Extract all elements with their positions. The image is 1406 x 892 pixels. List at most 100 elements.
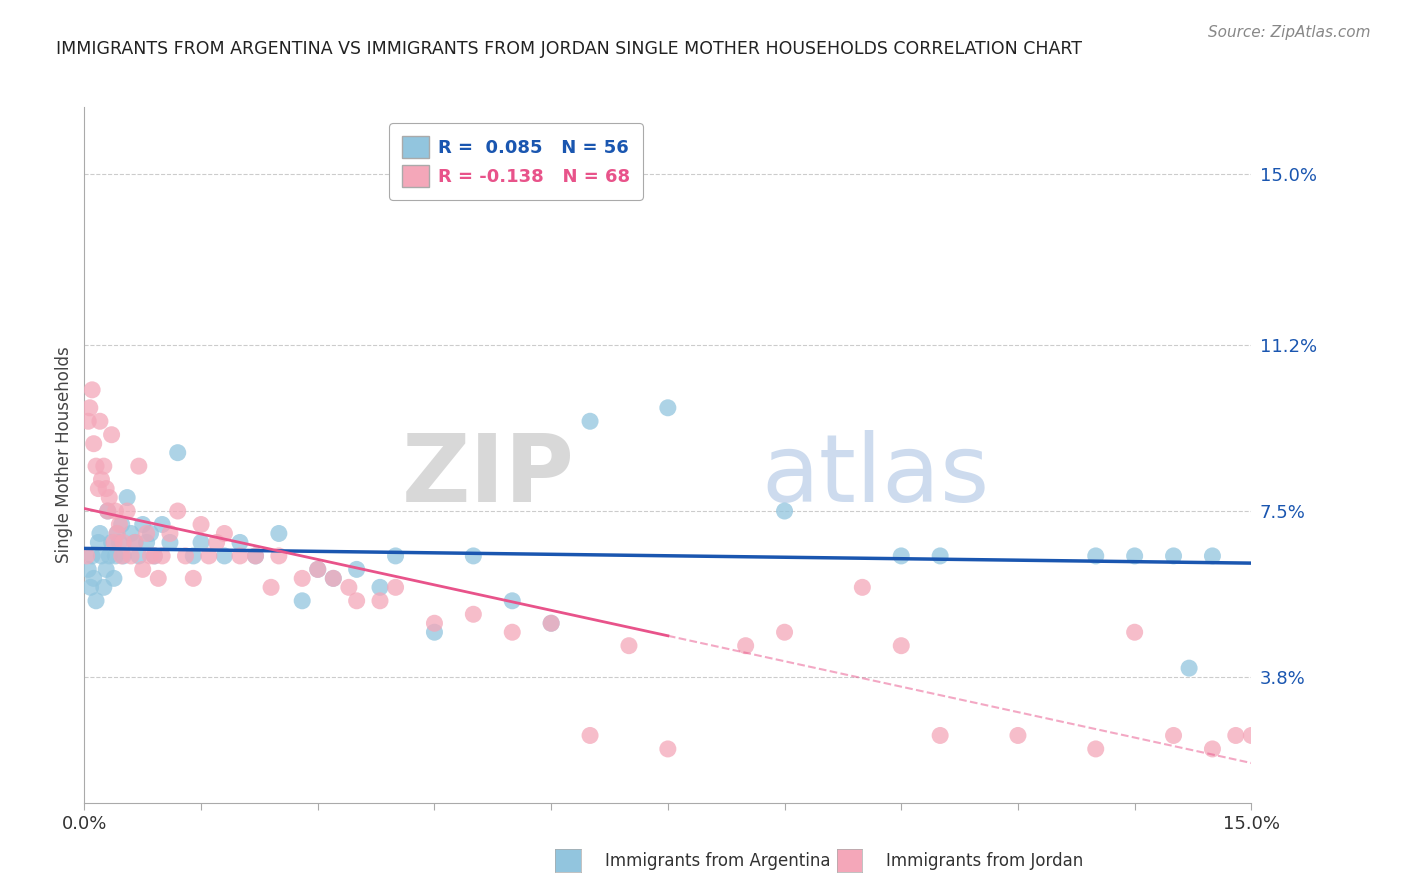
Point bbox=[93, 580, 115, 594]
Point bbox=[108, 535, 131, 549]
Point bbox=[260, 580, 283, 594]
Point bbox=[773, 504, 796, 518]
Point bbox=[890, 549, 912, 563]
Point bbox=[105, 526, 128, 541]
Point bbox=[501, 594, 523, 608]
Point bbox=[540, 616, 562, 631]
Point bbox=[579, 729, 602, 743]
Point bbox=[368, 594, 391, 608]
Point bbox=[307, 562, 329, 576]
Point bbox=[103, 535, 125, 549]
Point bbox=[198, 549, 221, 563]
Point bbox=[245, 549, 267, 563]
Point bbox=[1163, 549, 1185, 563]
Point bbox=[143, 549, 166, 563]
Point bbox=[159, 526, 181, 541]
Point bbox=[132, 517, 155, 532]
Point bbox=[1007, 729, 1029, 743]
Point bbox=[322, 571, 344, 585]
Point bbox=[267, 549, 290, 563]
Point bbox=[463, 549, 485, 563]
Point bbox=[1240, 729, 1263, 743]
Point bbox=[291, 571, 314, 585]
Text: Immigrants from Jordan: Immigrants from Jordan bbox=[886, 852, 1083, 870]
Point bbox=[166, 504, 188, 518]
Point bbox=[103, 571, 125, 585]
Point bbox=[181, 549, 204, 563]
Point bbox=[150, 517, 173, 532]
Point bbox=[77, 414, 100, 428]
Point bbox=[83, 571, 105, 585]
Point bbox=[384, 580, 406, 594]
Point bbox=[76, 549, 98, 563]
Legend: R =  0.085   N = 56, R = -0.138   N = 68: R = 0.085 N = 56, R = -0.138 N = 68 bbox=[389, 123, 643, 200]
Point bbox=[97, 504, 120, 518]
Point bbox=[1123, 625, 1146, 640]
Point bbox=[79, 401, 101, 415]
Point bbox=[657, 401, 679, 415]
Point bbox=[90, 473, 112, 487]
Point bbox=[77, 562, 100, 576]
Point bbox=[100, 535, 122, 549]
Point bbox=[139, 526, 162, 541]
Point bbox=[501, 625, 523, 640]
Point bbox=[166, 445, 188, 459]
Point bbox=[139, 549, 162, 563]
Point bbox=[229, 535, 252, 549]
Point bbox=[115, 491, 138, 505]
Point bbox=[205, 535, 228, 549]
Point bbox=[132, 562, 155, 576]
Point bbox=[79, 580, 101, 594]
Point bbox=[346, 594, 368, 608]
Text: ZIP: ZIP bbox=[402, 430, 575, 522]
Point bbox=[181, 571, 204, 585]
Point bbox=[98, 491, 121, 505]
Point bbox=[384, 549, 406, 563]
Point bbox=[143, 549, 166, 563]
Point bbox=[1084, 549, 1107, 563]
Point bbox=[322, 571, 344, 585]
Point bbox=[190, 535, 212, 549]
Point bbox=[773, 625, 796, 640]
Point bbox=[291, 594, 314, 608]
Point bbox=[94, 482, 117, 496]
Text: Immigrants from Argentina: Immigrants from Argentina bbox=[605, 852, 830, 870]
Point bbox=[120, 549, 142, 563]
Point bbox=[307, 562, 329, 576]
Point bbox=[245, 549, 267, 563]
Point bbox=[579, 414, 602, 428]
Point bbox=[112, 549, 135, 563]
Point bbox=[540, 616, 562, 631]
Point bbox=[124, 535, 146, 549]
Y-axis label: Single Mother Households: Single Mother Households bbox=[55, 347, 73, 563]
Point bbox=[128, 459, 150, 474]
Point bbox=[150, 549, 173, 563]
Point bbox=[111, 517, 134, 532]
Point bbox=[657, 742, 679, 756]
Point bbox=[346, 562, 368, 576]
Point bbox=[368, 580, 391, 594]
Point bbox=[135, 535, 157, 549]
Text: Source: ZipAtlas.com: Source: ZipAtlas.com bbox=[1208, 25, 1371, 40]
Point bbox=[104, 504, 127, 518]
Point bbox=[128, 549, 150, 563]
Point bbox=[617, 639, 640, 653]
Point bbox=[1178, 661, 1201, 675]
Point bbox=[93, 459, 115, 474]
Point bbox=[1225, 729, 1247, 743]
Point bbox=[105, 526, 128, 541]
Point bbox=[890, 639, 912, 653]
Point bbox=[100, 427, 122, 442]
Point bbox=[111, 549, 134, 563]
Point bbox=[1201, 742, 1223, 756]
Point bbox=[1123, 549, 1146, 563]
Point bbox=[90, 549, 112, 563]
Point bbox=[229, 549, 252, 563]
Point bbox=[851, 580, 873, 594]
Point bbox=[112, 535, 135, 549]
Point bbox=[423, 625, 446, 640]
Point bbox=[104, 549, 127, 563]
Point bbox=[108, 517, 131, 532]
Point bbox=[94, 562, 117, 576]
Point bbox=[87, 482, 110, 496]
